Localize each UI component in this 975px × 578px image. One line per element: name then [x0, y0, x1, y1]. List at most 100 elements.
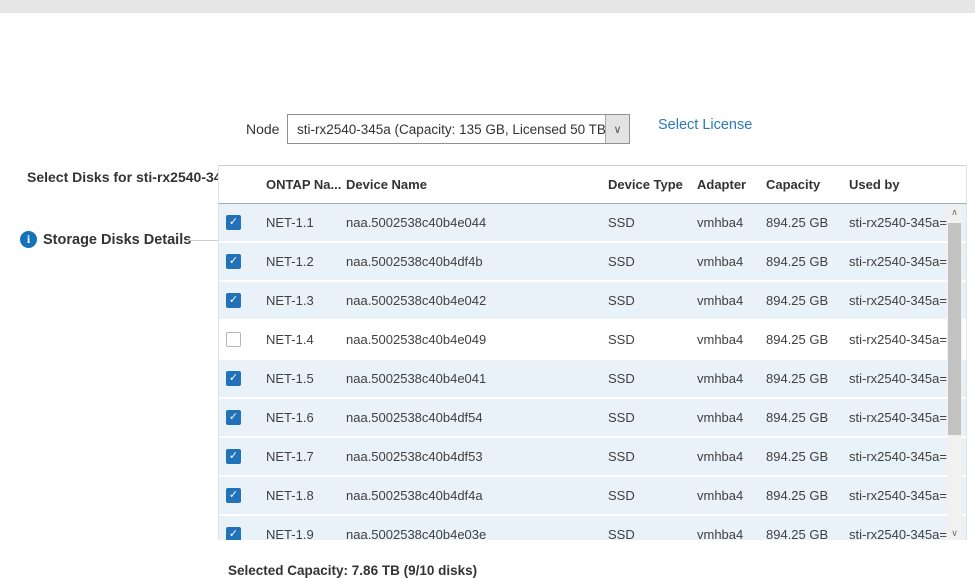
cell-device-type: SSD: [608, 215, 635, 230]
col-header-used-by[interactable]: Used by: [849, 177, 900, 192]
cell-capacity: 894.25 GB: [766, 488, 829, 503]
cell-adapter: vmhba4: [697, 527, 744, 540]
section-title: Storage Disks Details: [43, 232, 192, 248]
col-header-device-type[interactable]: Device Type: [608, 177, 683, 192]
cell-capacity: 894.25 GB: [766, 371, 829, 386]
node-select-value: sti-rx2540-345a (Capacity: 135 GB, Licen…: [297, 121, 605, 137]
cell-used-by: sti-rx2540-345a=...: [849, 488, 947, 503]
cell-device-type: SSD: [608, 449, 635, 464]
cell-used-by: sti-rx2540-345a=...: [849, 254, 947, 269]
col-header-device-name[interactable]: Device Name: [346, 177, 427, 192]
cell-device-name: naa.5002538c40b4e041: [346, 371, 487, 386]
table-row[interactable]: ✓ NET-1.6 naa.5002538c40b4df54 SSD vmhba…: [219, 399, 966, 436]
disk-checkbox[interactable]: ✓: [226, 254, 241, 269]
disk-checkbox[interactable]: ✓: [226, 332, 241, 347]
cell-ontap-name: NET-1.3: [266, 293, 314, 308]
cell-ontap-name: NET-1.1: [266, 215, 314, 230]
node-label: Node: [246, 121, 280, 137]
disk-checkbox[interactable]: ✓: [226, 410, 241, 425]
storage-disks-section-header: i Storage Disks Details: [0, 112, 975, 248]
cell-capacity: 894.25 GB: [766, 332, 829, 347]
cell-adapter: vmhba4: [697, 371, 744, 386]
cell-device-type: SSD: [608, 254, 635, 269]
disk-checkbox[interactable]: ✓: [226, 488, 241, 503]
cell-device-name: naa.5002538c40b4df4a: [346, 488, 483, 503]
cell-capacity: 894.25 GB: [766, 410, 829, 425]
checkmark-icon: ✓: [228, 450, 239, 462]
selected-capacity-summary: Selected Capacity: 7.86 TB (9/10 disks): [228, 563, 478, 578]
col-header-ontap-name[interactable]: ONTAP Na...: [266, 177, 342, 192]
cell-ontap-name: NET-1.5: [266, 371, 314, 386]
scroll-down-icon[interactable]: ∨: [947, 526, 962, 540]
cell-device-type: SSD: [608, 332, 635, 347]
disk-checkbox[interactable]: ✓: [226, 449, 241, 464]
table-row[interactable]: ✓ NET-1.8 naa.5002538c40b4df4a SSD vmhba…: [219, 477, 966, 514]
scroll-up-icon[interactable]: ∧: [947, 205, 962, 220]
table-scrollbar[interactable]: ∧ ∨: [947, 205, 962, 540]
checkmark-icon: ✓: [228, 294, 239, 306]
node-select-dropdown[interactable]: sti-rx2540-345a (Capacity: 135 GB, Licen…: [287, 114, 630, 144]
scrollbar-thumb[interactable]: [948, 223, 961, 435]
node-selector-row: Node sti-rx2540-345a (Capacity: 135 GB, …: [0, 55, 975, 144]
cell-used-by: sti-rx2540-345a=...: [849, 410, 947, 425]
cell-ontap-name: NET-1.2: [266, 254, 314, 269]
cell-used-by: sti-rx2540-345a=...: [849, 332, 947, 347]
disk-checkbox[interactable]: ✓: [226, 293, 241, 308]
cell-adapter: vmhba4: [697, 410, 744, 425]
cell-device-name: naa.5002538c40b4df54: [346, 410, 483, 425]
cell-device-type: SSD: [608, 527, 635, 540]
checkmark-icon: ✓: [228, 216, 239, 228]
checkmark-icon: ✓: [228, 255, 239, 267]
cell-adapter: vmhba4: [697, 332, 744, 347]
cell-device-type: SSD: [608, 293, 635, 308]
cell-used-by: sti-rx2540-345a=...: [849, 527, 947, 540]
cell-used-by: sti-rx2540-345a=...: [849, 449, 947, 464]
cell-capacity: 894.25 GB: [766, 215, 829, 230]
cell-used-by: sti-rx2540-345a=...: [849, 293, 947, 308]
cell-capacity: 894.25 GB: [766, 449, 829, 464]
disk-table-body: ✓ NET-1.1 naa.5002538c40b4e044 SSD vmhba…: [219, 204, 966, 540]
window-top-strip: [0, 0, 975, 13]
cell-capacity: 894.25 GB: [766, 527, 829, 540]
table-row[interactable]: ✓ NET-1.9 naa.5002538c40b4e03e SSD vmhba…: [219, 516, 966, 540]
disk-table: ONTAP Na... Device Name Device Type Adap…: [218, 165, 967, 540]
cell-capacity: 894.25 GB: [766, 254, 829, 269]
cell-used-by: sti-rx2540-345a=...: [849, 215, 947, 230]
cell-ontap-name: NET-1.9: [266, 527, 314, 540]
cell-device-name: naa.5002538c40b4df4b: [346, 254, 483, 269]
checkmark-icon: ✓: [228, 372, 239, 384]
cell-adapter: vmhba4: [697, 215, 744, 230]
table-row[interactable]: ✓ NET-1.4 naa.5002538c40b4e049 SSD vmhba…: [219, 321, 966, 358]
cell-ontap-name: NET-1.6: [266, 410, 314, 425]
cell-ontap-name: NET-1.8: [266, 488, 314, 503]
col-header-capacity[interactable]: Capacity: [766, 177, 821, 192]
checkmark-icon: ✓: [228, 528, 239, 540]
cell-adapter: vmhba4: [697, 488, 744, 503]
chevron-down-icon[interactable]: ∨: [605, 115, 629, 143]
disk-checkbox[interactable]: ✓: [226, 527, 241, 540]
table-row[interactable]: ✓ NET-1.1 naa.5002538c40b4e044 SSD vmhba…: [219, 204, 966, 241]
disk-checkbox[interactable]: ✓: [226, 215, 241, 230]
table-row[interactable]: ✓ NET-1.5 naa.5002538c40b4e041 SSD vmhba…: [219, 360, 966, 397]
select-license-link[interactable]: Select License: [658, 117, 753, 133]
cell-device-name: naa.5002538c40b4e042: [346, 293, 487, 308]
info-icon: i: [20, 231, 37, 248]
table-row[interactable]: ✓ NET-1.3 naa.5002538c40b4e042 SSD vmhba…: [219, 282, 966, 319]
cell-adapter: vmhba4: [697, 293, 744, 308]
col-header-adapter[interactable]: Adapter: [697, 177, 747, 192]
cell-device-type: SSD: [608, 410, 635, 425]
table-row[interactable]: ✓ NET-1.2 naa.5002538c40b4df4b SSD vmhba…: [219, 243, 966, 280]
cell-device-name: naa.5002538c40b4df53: [346, 449, 483, 464]
disk-checkbox[interactable]: ✓: [226, 371, 241, 386]
select-disks-label: Select Disks for sti-rx2540-345a: [27, 169, 238, 185]
checkmark-icon: ✓: [228, 411, 239, 423]
cell-device-name: naa.5002538c40b4e044: [346, 215, 487, 230]
cell-used-by: sti-rx2540-345a=...: [849, 371, 947, 386]
cell-capacity: 894.25 GB: [766, 293, 829, 308]
table-row[interactable]: ✓ NET-1.7 naa.5002538c40b4df53 SSD vmhba…: [219, 438, 966, 475]
cell-device-name: naa.5002538c40b4e049: [346, 332, 487, 347]
cell-ontap-name: NET-1.7: [266, 449, 314, 464]
disk-table-header: ONTAP Na... Device Name Device Type Adap…: [219, 166, 966, 204]
cell-ontap-name: NET-1.4: [266, 332, 314, 347]
cell-device-type: SSD: [608, 371, 635, 386]
